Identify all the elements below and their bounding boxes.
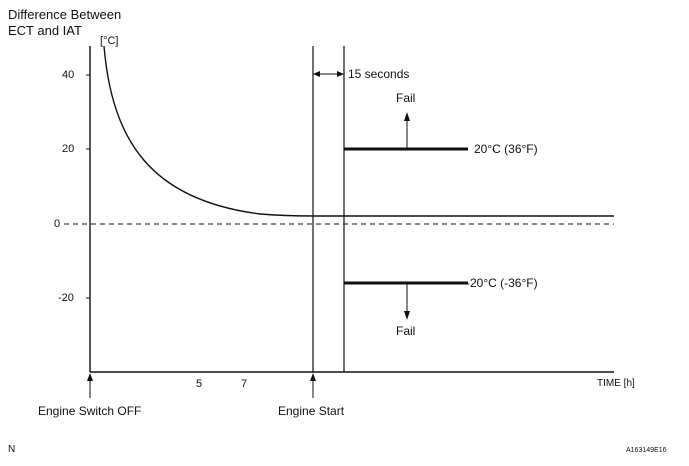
x-tick-label-7: 7 — [241, 378, 248, 390]
upper-threshold-label: 20°C (36°F) — [474, 142, 538, 156]
x-tick-label-5: 5 — [196, 378, 203, 390]
chart-title-line-1: Difference Between — [8, 7, 122, 22]
figure-code-label: A163149E16 — [626, 447, 667, 454]
corner-label-left: N — [8, 444, 16, 455]
engine-start-label: Engine Start — [278, 404, 345, 418]
engine-off-arrowhead — [87, 373, 93, 381]
interval-label: 15 seconds — [348, 67, 410, 81]
fail-lower-label: Fail — [396, 324, 416, 338]
interval-arrowhead-left — [313, 71, 320, 77]
interval-arrowhead-right — [337, 71, 344, 77]
engine-switch-off-label: Engine Switch OFF — [38, 404, 142, 418]
y-tick-label-minus20: -20 — [58, 292, 74, 304]
chart-title-line-2: ECT and IAT — [8, 23, 82, 38]
x-axis-label: TIME [h] — [597, 378, 635, 389]
temperature-difference-curve — [103, 45, 614, 217]
chart-title: Difference Between ECT and IAT — [8, 7, 148, 39]
engine-start-arrowhead — [310, 373, 316, 381]
y-tick-label-0: 0 — [54, 218, 61, 230]
fail-upper-arrowhead — [404, 112, 410, 121]
fail-lower-arrowhead — [404, 311, 410, 320]
y-tick-label-20: 20 — [62, 143, 75, 155]
y-tick-label-40: 40 — [62, 69, 75, 81]
y-unit-label: [°C] — [100, 35, 119, 47]
fail-upper-label: Fail — [396, 91, 416, 105]
lower-threshold-label: -20°C (-36°F) — [466, 276, 538, 290]
